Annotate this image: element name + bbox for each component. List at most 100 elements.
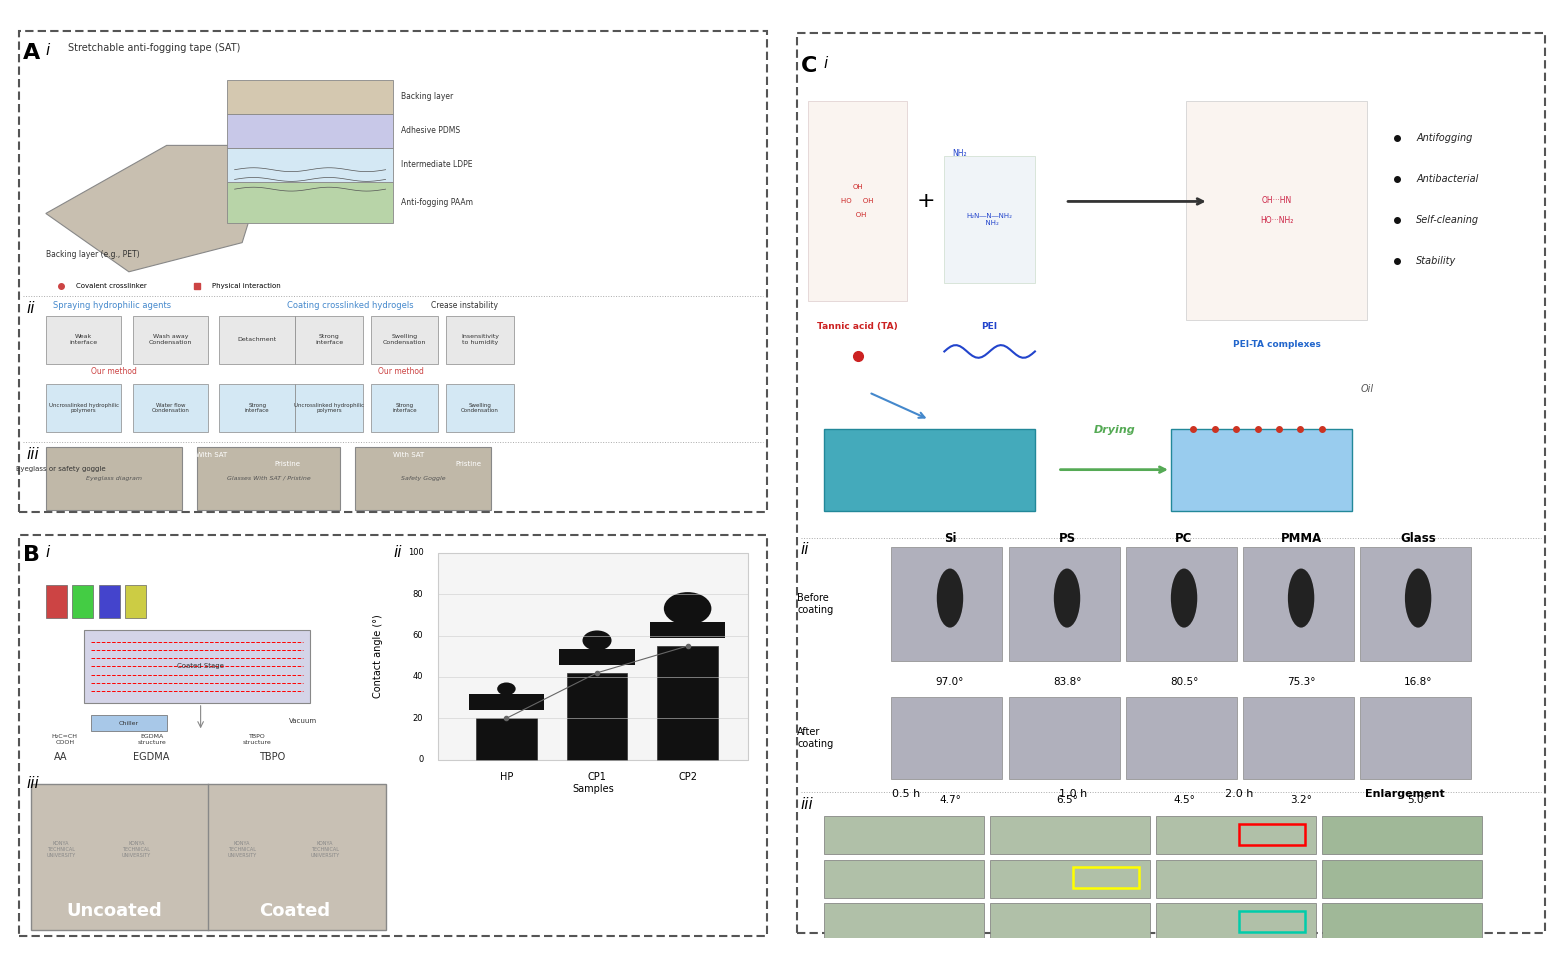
Ellipse shape <box>497 682 516 695</box>
Bar <box>1186 101 1367 320</box>
Bar <box>227 182 393 223</box>
Bar <box>469 694 544 710</box>
Text: Pristine: Pristine <box>455 461 482 467</box>
Bar <box>475 719 536 760</box>
Text: NH₂: NH₂ <box>952 149 967 158</box>
Bar <box>296 384 363 433</box>
Text: ii: ii <box>27 300 36 316</box>
Bar <box>371 316 438 365</box>
Text: 100: 100 <box>408 548 424 558</box>
Text: +: + <box>917 191 935 211</box>
Bar <box>296 316 363 365</box>
Text: Oil: Oil <box>1361 385 1373 394</box>
Text: 16.8°: 16.8° <box>1404 677 1433 687</box>
Bar <box>1242 697 1353 779</box>
Text: PMMA: PMMA <box>1281 532 1322 545</box>
Bar <box>219 316 296 365</box>
Text: 40: 40 <box>413 673 424 681</box>
Text: Strong
interface: Strong interface <box>393 403 416 413</box>
Bar <box>355 447 491 510</box>
Text: Backing layer (e.g., PET): Backing layer (e.g., PET) <box>45 250 139 259</box>
Text: Swelling
Condensation: Swelling Condensation <box>461 403 499 413</box>
Text: ii: ii <box>393 545 402 560</box>
Text: Safety Goggle: Safety Goggle <box>400 476 446 481</box>
Ellipse shape <box>1404 568 1431 628</box>
Ellipse shape <box>1287 568 1314 628</box>
Bar <box>72 586 94 618</box>
Bar <box>1239 824 1306 845</box>
Text: Strong
interface: Strong interface <box>314 334 343 345</box>
Text: Glass: Glass <box>1400 532 1436 545</box>
Text: EGDMA: EGDMA <box>133 751 170 762</box>
Text: 60: 60 <box>413 631 424 640</box>
Bar <box>990 903 1150 942</box>
Text: iii: iii <box>801 797 813 812</box>
Text: Weak
interface: Weak interface <box>69 334 97 345</box>
Text: 80.5°: 80.5° <box>1170 677 1198 687</box>
Text: Uncrosslinked hydrophilic
polymers: Uncrosslinked hydrophilic polymers <box>294 403 364 413</box>
Text: PS: PS <box>1059 532 1076 545</box>
Text: CP2: CP2 <box>679 771 698 782</box>
Bar <box>45 586 67 618</box>
Text: 4.5°: 4.5° <box>1173 795 1195 805</box>
Bar <box>31 784 386 930</box>
Bar <box>446 384 515 433</box>
Text: Detachment: Detachment <box>238 338 277 343</box>
Bar <box>1322 859 1483 898</box>
Bar <box>809 101 907 301</box>
Text: 83.8°: 83.8° <box>1053 677 1081 687</box>
Text: TBPO: TBPO <box>260 751 286 762</box>
Bar <box>1322 903 1483 942</box>
Text: Samples: Samples <box>572 784 615 794</box>
Text: Chiller: Chiller <box>119 721 139 725</box>
Text: PEI-TA complexes: PEI-TA complexes <box>1232 340 1320 349</box>
Text: Glasses With SAT / Pristine: Glasses With SAT / Pristine <box>227 476 310 481</box>
Text: iii: iii <box>27 776 39 790</box>
Text: Our method: Our method <box>378 367 424 376</box>
Text: Drying: Drying <box>1093 425 1135 435</box>
Bar <box>446 316 515 365</box>
Text: B: B <box>23 545 41 565</box>
Text: 2.0 h: 2.0 h <box>1225 789 1253 799</box>
Bar <box>891 697 1003 779</box>
Text: Insensitivity
to humidity: Insensitivity to humidity <box>461 334 499 345</box>
Bar <box>1359 697 1470 779</box>
Bar <box>1073 867 1139 888</box>
Bar <box>227 147 393 182</box>
Text: Antibacterial: Antibacterial <box>1417 174 1478 184</box>
Text: With SAT: With SAT <box>393 452 424 457</box>
Text: 1.0 h: 1.0 h <box>1059 789 1087 799</box>
Ellipse shape <box>1171 568 1198 628</box>
Bar <box>227 114 393 147</box>
Text: Coated: Coated <box>260 901 330 920</box>
Text: EGDMA
structure: EGDMA structure <box>138 734 166 745</box>
Text: Vacuum: Vacuum <box>288 718 316 724</box>
Bar <box>824 903 984 942</box>
Text: Eyeglass diagram: Eyeglass diagram <box>86 476 142 481</box>
Text: After
coating: After coating <box>798 727 834 748</box>
Text: AA: AA <box>55 751 67 762</box>
Text: i: i <box>45 545 50 560</box>
Bar <box>1156 816 1315 855</box>
Text: Self-cleaning: Self-cleaning <box>1417 214 1480 225</box>
Text: 97.0°: 97.0° <box>935 677 963 687</box>
Bar <box>83 630 310 702</box>
Bar <box>1156 859 1315 898</box>
Text: H₂C=CH
COOH: H₂C=CH COOH <box>52 734 78 745</box>
Text: 5.0°: 5.0° <box>1408 795 1429 805</box>
Text: C: C <box>801 56 818 76</box>
Text: With SAT: With SAT <box>197 452 228 457</box>
Text: KONYA
TECHNICAL
UNIVERSITY: KONYA TECHNICAL UNIVERSITY <box>311 841 339 857</box>
Text: Intermediate LDPE: Intermediate LDPE <box>400 161 472 169</box>
Text: KONYA
TECHNICAL
UNIVERSITY: KONYA TECHNICAL UNIVERSITY <box>227 841 256 857</box>
Bar <box>990 859 1150 898</box>
Bar <box>1359 546 1470 660</box>
Bar <box>566 673 627 760</box>
Text: Anti-fogging PAAm: Anti-fogging PAAm <box>400 198 472 207</box>
Text: HP: HP <box>500 771 513 782</box>
Bar <box>824 816 984 855</box>
Bar <box>651 622 726 638</box>
Text: TBPO
structure: TBPO structure <box>242 734 272 745</box>
Bar <box>1242 546 1353 660</box>
Bar <box>133 316 208 365</box>
